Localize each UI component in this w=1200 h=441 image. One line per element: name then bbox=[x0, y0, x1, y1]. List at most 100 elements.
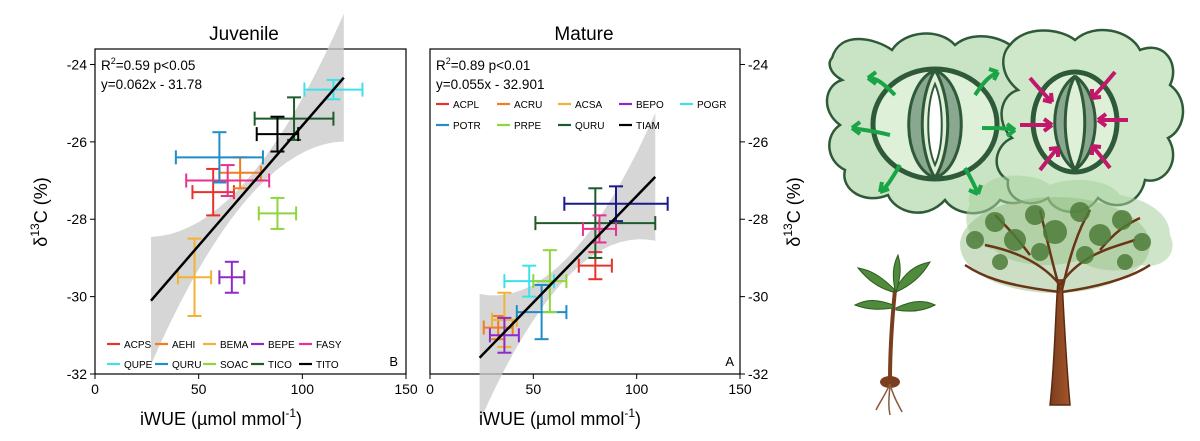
mature-y-axis: -24 -26 -28 -30 -32 bbox=[740, 56, 768, 382]
mature-legend-label: POGR bbox=[697, 100, 726, 111]
juvenile-y-label: C (%) bbox=[31, 177, 51, 223]
mature-title: Mature bbox=[554, 24, 613, 45]
mature-y-tick-label: -26 bbox=[748, 134, 768, 150]
juvenile-legend-label: QURU bbox=[172, 360, 201, 371]
juvenile-legend-item-soac: SOAC bbox=[203, 360, 248, 371]
juvenile-point-bepe bbox=[218, 260, 246, 294]
juvenile-legend-label: QUPE bbox=[124, 360, 153, 371]
juvenile-y-label-sup: 13 bbox=[28, 223, 42, 237]
juvenile-legend-label: BEPE bbox=[268, 340, 295, 351]
mature-equation: y=0.055x - 32.901 bbox=[436, 77, 544, 92]
juvenile-title: Juvenile bbox=[209, 24, 279, 45]
svg-text:iWUE (µmol mmol-1): iWUE (µmol mmol-1) bbox=[479, 406, 641, 429]
juvenile-plot-area bbox=[150, 13, 364, 365]
mature-r2-rest: =0.89 p<0.01 bbox=[451, 58, 531, 73]
juvenile-x-label-sup: -1 bbox=[285, 406, 296, 420]
mature-legend-label: ACSA bbox=[575, 100, 603, 111]
svg-text:R2=0.89 p<0.01: R2=0.89 p<0.01 bbox=[436, 56, 530, 73]
leaf-canopy-illustration bbox=[825, 28, 1185, 271]
juvenile-panel: Juvenile -24 -26 -28 -30 -32 0 50 100 150 R2=0.… bbox=[28, 13, 418, 429]
mature-legend-item-pogr: POGR bbox=[680, 100, 726, 111]
mature-y-tick-label: -30 bbox=[748, 289, 768, 305]
mature-r2-label: R bbox=[436, 58, 446, 73]
juvenile-legend: ACPS AEHI BEMA BEPE FASY QUPE QURU SOAC TICO TITO bbox=[107, 340, 342, 371]
mature-panel-letter: A bbox=[725, 354, 734, 369]
juvenile-y-tick-label: -28 bbox=[67, 211, 87, 227]
juvenile-equation: y=0.062x - 31.78 bbox=[101, 77, 202, 92]
mature-regression-line bbox=[478, 176, 657, 359]
mature-plot-area bbox=[478, 113, 669, 422]
juvenile-x-axis: 0 50 100 150 bbox=[91, 374, 418, 397]
mature-x-tick-label: 0 bbox=[426, 381, 434, 397]
mature-x-label-close: ) bbox=[635, 409, 641, 429]
juvenile-point-tito bbox=[255, 115, 300, 153]
mature-point-unlabeled-9 bbox=[581, 214, 617, 244]
juvenile-panel-letter: B bbox=[389, 354, 398, 369]
juvenile-plot-frame bbox=[94, 48, 407, 375]
mature-plot-frame bbox=[429, 48, 741, 375]
mature-legend-label: PRPE bbox=[514, 121, 542, 132]
juvenile-y-label-pre: δ bbox=[31, 237, 51, 247]
juvenile-x-tick-label: 50 bbox=[191, 381, 207, 397]
illustration bbox=[825, 28, 1185, 416]
mature-legend-label: POTR bbox=[453, 121, 481, 132]
juvenile-r2-sup: 2 bbox=[111, 56, 116, 66]
mature-legend-label: ACRU bbox=[514, 100, 542, 111]
juvenile-legend-label: ACPS bbox=[124, 340, 152, 351]
juvenile-legend-item-bepe: BEPE bbox=[251, 340, 295, 351]
juvenile-legend-item-aehi: AEHI bbox=[155, 340, 195, 351]
stomata-open bbox=[870, 66, 1000, 182]
mature-point-bepo bbox=[488, 316, 520, 354]
mature-legend-label: BEPO bbox=[636, 100, 664, 111]
mature-point-prpe bbox=[532, 249, 568, 314]
juvenile-legend-label: SOAC bbox=[220, 360, 248, 371]
mature-y-label-pre: δ bbox=[784, 237, 804, 247]
mature-legend-item-tiam: TIAM bbox=[619, 121, 660, 132]
mature-y-tick-label: -24 bbox=[748, 56, 768, 72]
mature-legend-item-bepo: BEPO bbox=[619, 100, 664, 111]
juvenile-x-tick-label: 150 bbox=[394, 381, 418, 397]
juvenile-legend-item-fasy: FASY bbox=[299, 340, 342, 351]
juvenile-y-tick-label: -24 bbox=[67, 56, 87, 72]
mature-legend-item-prpe: PRPE bbox=[497, 121, 542, 132]
juvenile-legend-label: FASY bbox=[316, 340, 342, 351]
juvenile-point-soac bbox=[257, 196, 298, 230]
mature-x-label: iWUE (µmol mmol bbox=[479, 409, 624, 429]
mature-point-acpl bbox=[577, 251, 613, 281]
juvenile-legend-item-bema: BEMA bbox=[203, 340, 249, 351]
seedling-illustration bbox=[853, 253, 937, 416]
juvenile-x-tick-label: 100 bbox=[291, 381, 315, 397]
svg-text:R2=0.59 p<0.05: R2=0.59 p<0.05 bbox=[101, 56, 195, 73]
mature-x-tick-label: 50 bbox=[526, 381, 542, 397]
juvenile-x-tick-label: 0 bbox=[91, 381, 99, 397]
mature-y-tick-label: -32 bbox=[748, 366, 768, 382]
mature-panel: Mature -24 -26 -28 -30 -32 0 50 100 150 R2=0.89… bbox=[426, 24, 804, 429]
juvenile-legend-item-acps: ACPS bbox=[107, 340, 152, 351]
mature-x-tick-label: 100 bbox=[625, 381, 649, 397]
mature-x-tick-label: 150 bbox=[728, 381, 752, 397]
juvenile-legend-label: AEHI bbox=[172, 340, 195, 351]
mature-point-quru bbox=[534, 187, 657, 259]
mature-legend-item-acpl: ACPL bbox=[436, 100, 480, 111]
juvenile-y-tick-label: -26 bbox=[67, 134, 87, 150]
juvenile-point-quru bbox=[174, 131, 264, 184]
mature-legend-item-quru: QURU bbox=[558, 121, 604, 132]
svg-text:δ13C (%): δ13C (%) bbox=[781, 177, 804, 246]
mature-legend-item-potr: POTR bbox=[436, 121, 481, 132]
mature-x-label-sup: -1 bbox=[624, 406, 635, 420]
juvenile-stats: R2=0.59 p<0.05 y=0.062x - 31.78 bbox=[101, 56, 202, 92]
mature-legend-label: QURU bbox=[575, 121, 604, 132]
mature-legend-item-acsa: ACSA bbox=[558, 100, 603, 111]
juvenile-legend-item-tico: TICO bbox=[251, 360, 292, 371]
mature-legend-label: ACPL bbox=[453, 100, 480, 111]
juvenile-regression-line bbox=[150, 76, 345, 302]
inflow-arrows bbox=[1019, 70, 1128, 172]
juvenile-y-tick-label: -32 bbox=[67, 366, 87, 382]
juvenile-legend-item-quru: QURU bbox=[155, 360, 201, 371]
juvenile-legend-label: TITO bbox=[316, 360, 339, 371]
juvenile-x-label: iWUE (µmol mmol bbox=[140, 409, 285, 429]
mature-r2-sup: 2 bbox=[446, 56, 451, 66]
juvenile-legend-item-tito: TITO bbox=[299, 360, 339, 371]
juvenile-legend-label: TICO bbox=[268, 360, 292, 371]
juvenile-legend-item-qupe: QUPE bbox=[107, 360, 153, 371]
